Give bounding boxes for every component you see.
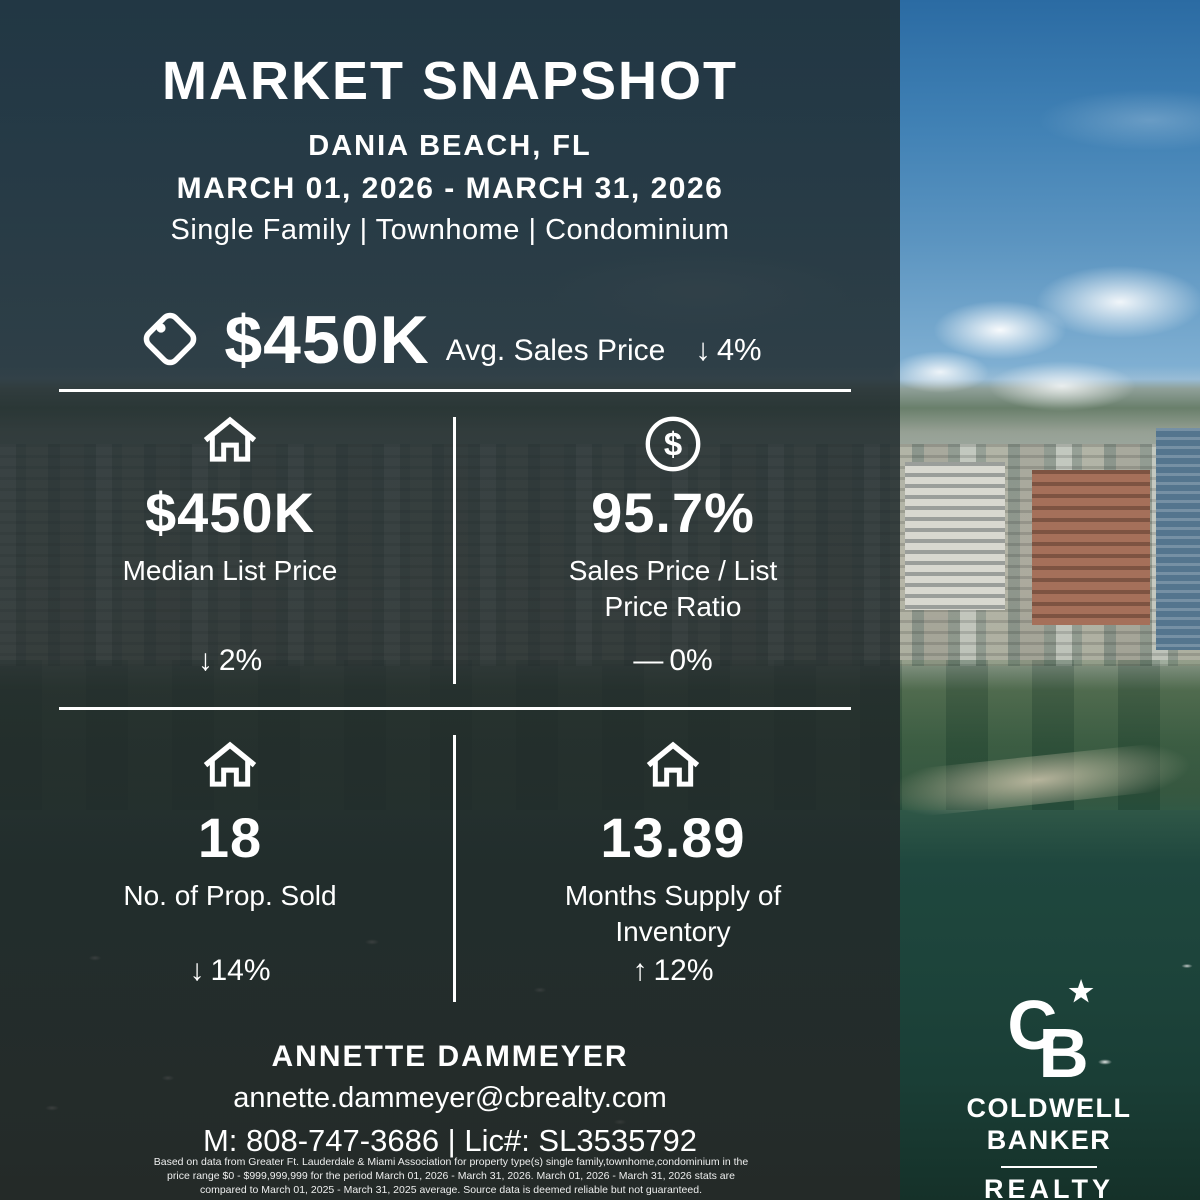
down-arrow-icon: ↓: [197, 644, 213, 677]
horizontal-divider: [59, 389, 851, 392]
location-text: DANIA BEACH, FL: [308, 130, 592, 162]
logo-realty-text: REALTY: [984, 1173, 1114, 1200]
stat-label: No. of Prop. Sold: [123, 880, 337, 911]
avg-sales-price-value: $450K: [224, 302, 430, 378]
stat-change-value: 14%: [210, 954, 271, 987]
stat-change: ↓ 2%: [35, 644, 425, 678]
down-arrow-icon: ↓: [695, 332, 711, 367]
stat-value: 95.7%: [591, 481, 755, 544]
stat-change: —0%: [478, 644, 868, 678]
agent-contact-block: ANNETTE DAMMEYER annette.dammeyer@cbreal…: [0, 1040, 900, 1159]
logo-coldwell-text: COLDWELL: [966, 1093, 1132, 1123]
cb-monogram-icon: C B: [1007, 979, 1094, 1084]
stat-label: Sales Price / List Price Ratio: [568, 555, 778, 622]
flat-dash-icon: —: [633, 644, 664, 677]
stat-median-list-price: $450K Median List Price ↓ 2%: [35, 413, 425, 678]
stat-change-value: 12%: [653, 954, 714, 987]
logo-divider: [1001, 1166, 1097, 1168]
dark-overlay: [0, 0, 900, 1200]
stat-change: ↑ 12%: [478, 954, 868, 988]
header: MARKET SNAPSHOT DANIA BEACH, FL MARCH 01…: [0, 54, 900, 247]
stat-change-value: 0%: [669, 644, 713, 677]
house-icon: [35, 413, 425, 477]
stat-no-of-prop-sold: 18 No. of Prop. Sold ↓ 14%: [35, 738, 425, 988]
svg-text:C: C: [1007, 986, 1057, 1064]
price-tag-icon: [138, 303, 202, 378]
horizontal-divider: [59, 707, 851, 710]
svg-text:$: $: [664, 426, 682, 463]
house-icon: [35, 738, 425, 802]
stat-value: $450K: [144, 481, 316, 544]
agent-email: annette.dammeyer@cbrealty.com: [233, 1082, 667, 1114]
date-range-text: MARCH 01, 2026 - MARCH 31, 2026: [176, 172, 724, 205]
agent-name: ANNETTE DAMMEYER: [271, 1040, 629, 1073]
avg-change-value: 4%: [716, 332, 762, 367]
stat-value: 18: [197, 806, 263, 869]
house-icon: [478, 738, 868, 802]
agent-phone-license: M: 808-747-3686 | Lic#: SL3535792: [202, 1123, 698, 1158]
coldwell-banker-logo: C B COLDWELL BANKER REALTY: [949, 978, 1149, 1200]
svg-text:B: B: [1039, 1014, 1089, 1084]
stat-label: Median List Price: [122, 555, 338, 586]
dollar-circle-icon: $: [478, 413, 868, 477]
stat-label: Months Supply of Inventory: [564, 880, 782, 947]
vertical-divider: [453, 417, 456, 684]
stats-panel: MARKET SNAPSHOT DANIA BEACH, FL MARCH 01…: [0, 54, 900, 1196]
stat-sales-price-list-price-ratio: $ 95.7% Sales Price / List Price Ratio —…: [478, 413, 868, 678]
property-types-text: Single Family | Townhome | Condominium: [170, 214, 730, 246]
stat-value: 13.89: [600, 806, 746, 869]
logo-banker-text: BANKER: [986, 1124, 1112, 1155]
page-title: MARKET SNAPSHOT: [161, 51, 738, 111]
star-icon: [1068, 979, 1094, 1003]
down-arrow-icon: ↓: [189, 954, 205, 987]
stat-change-value: 2%: [218, 644, 263, 677]
disclaimer-text: Based on data from Greater Ft. Lauderdal…: [153, 1156, 749, 1196]
stat-months-supply-of-inventory: 13.89 Months Supply of Inventory ↑ 12%: [478, 738, 868, 988]
vertical-divider: [453, 735, 456, 1002]
avg-sales-price-row: $450K Avg. Sales Price ↓ 4%: [0, 298, 900, 382]
avg-sales-price-change: ↓ 4%: [695, 332, 761, 368]
avg-sales-price-label: Avg. Sales Price: [445, 334, 666, 367]
stat-change: ↓ 14%: [35, 954, 425, 988]
up-arrow-icon: ↑: [632, 954, 648, 987]
